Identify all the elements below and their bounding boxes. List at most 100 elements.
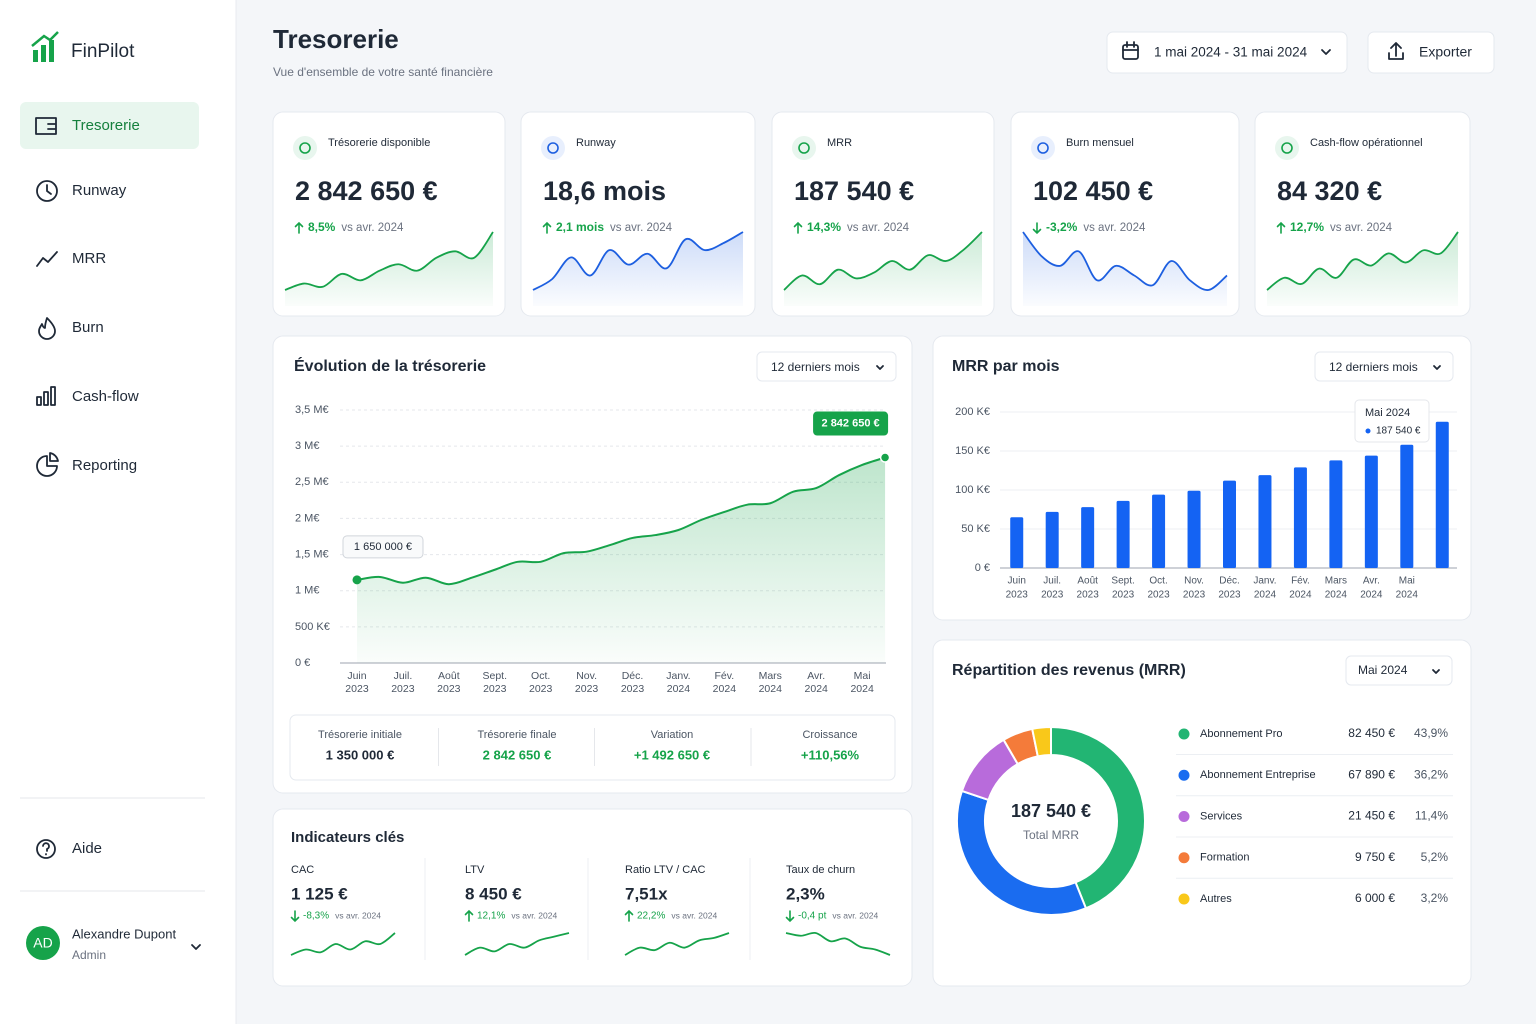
bar bbox=[1010, 517, 1024, 568]
legend-dot bbox=[1178, 893, 1190, 905]
x-tick-label: 2024 bbox=[1396, 590, 1419, 601]
indicator-label: CAC bbox=[291, 864, 314, 876]
x-tick-label: 2023 bbox=[1077, 590, 1100, 601]
x-tick-label: Avr. bbox=[807, 670, 825, 682]
page-subtitle: Vue d'ensemble de votre santé financière bbox=[273, 65, 493, 79]
indicator-change: 12,1% bbox=[477, 911, 505, 922]
period-label[interactable]: Mai 2024 bbox=[1358, 663, 1408, 677]
legend-label: Formation bbox=[1200, 852, 1250, 864]
sidebar bbox=[0, 0, 236, 1024]
kpi-icon bbox=[541, 136, 565, 160]
indicators: CAC 1 125 € -8,3% vs avr. 2024 LTV 8 450 € 12,… bbox=[290, 864, 891, 956]
indicator-value: 1 125 € bbox=[291, 884, 348, 903]
summary-value: 2 842 650 € bbox=[483, 747, 552, 762]
indicator-label: LTV bbox=[465, 864, 485, 876]
y-tick-label: 150 K€ bbox=[955, 445, 990, 457]
kpi-label: Trésorerie disponible bbox=[328, 137, 430, 149]
indicator-label: Taux de churn bbox=[786, 864, 855, 876]
tooltip-value: 187 540 € bbox=[1376, 426, 1421, 437]
indicator-compare: vs avr. 2024 bbox=[511, 910, 557, 920]
y-tick-label: 1,5 M€ bbox=[295, 548, 329, 560]
y-tick-label: 0 € bbox=[295, 657, 310, 669]
kpi-value: 84 320 € bbox=[1277, 176, 1382, 206]
annotation-box bbox=[342, 535, 424, 559]
bar bbox=[1045, 511, 1059, 568]
sparkline bbox=[785, 931, 891, 956]
bar bbox=[1116, 500, 1130, 568]
kpi-icon-glyph bbox=[1037, 142, 1049, 154]
indicator-compare: vs avr. 2024 bbox=[335, 910, 381, 920]
legend-amount: 9 750 € bbox=[1355, 850, 1395, 864]
kpi-card: MRR 187 540 € 14,3% vs avr. 2024 bbox=[771, 111, 995, 317]
bar bbox=[1152, 494, 1166, 568]
mrr-chart: 0 € 50 K€ 100 K€ 150 K€ 200 K€ Juin 2023 Juil. 2… bbox=[955, 399, 1457, 601]
sparkline bbox=[464, 932, 570, 956]
bar bbox=[1223, 480, 1236, 568]
period-label[interactable]: 12 derniers mois bbox=[1329, 360, 1418, 374]
x-tick-label: 2023 bbox=[1006, 590, 1029, 601]
kpi-icon-glyph bbox=[798, 142, 810, 154]
x-tick-label: 2023 bbox=[529, 683, 553, 695]
x-tick-label: 2024 bbox=[1325, 590, 1348, 601]
sparkline-area bbox=[1267, 232, 1458, 306]
bar bbox=[1329, 460, 1343, 568]
trend-arrow bbox=[290, 910, 300, 923]
trend-arrow bbox=[1032, 222, 1042, 235]
nav-item[interactable]: Cash-flow bbox=[72, 388, 139, 405]
indicator-value: 2,3% bbox=[786, 884, 825, 903]
trend-arrow bbox=[1276, 221, 1286, 234]
period-select[interactable] bbox=[756, 351, 897, 382]
x-tick-label: Fév. bbox=[1291, 576, 1310, 587]
period-select[interactable] bbox=[1345, 655, 1453, 686]
legend-dot bbox=[1178, 769, 1190, 781]
brand-name: FinPilot bbox=[71, 41, 135, 62]
help-link[interactable]: Aide bbox=[72, 840, 102, 857]
nav-item[interactable]: Burn bbox=[72, 319, 104, 336]
legend-label: Autres bbox=[1200, 893, 1232, 905]
x-tick-label: 2024 bbox=[713, 683, 737, 695]
x-tick-label: Mars bbox=[759, 670, 782, 682]
x-tick-label: Nov. bbox=[1184, 576, 1204, 587]
kpi-change: 2,1 mois bbox=[556, 220, 604, 234]
bar bbox=[1081, 507, 1095, 568]
nav: Tresorerie Runway MRR Burn Cash-flow Reportin… bbox=[20, 102, 199, 474]
nav-item[interactable]: Runway bbox=[72, 182, 127, 199]
legend-dot bbox=[1178, 811, 1190, 822]
x-tick-label: Janv. bbox=[1253, 576, 1276, 587]
date-picker[interactable] bbox=[1106, 31, 1348, 74]
indicator-change: -8,3% bbox=[303, 911, 329, 922]
bar bbox=[1400, 444, 1414, 568]
nav-item[interactable]: MRR bbox=[72, 250, 106, 267]
x-tick-label: Mars bbox=[1325, 576, 1347, 587]
export-label[interactable]: Exporter bbox=[1419, 44, 1472, 60]
tooltip-title: Mai 2024 bbox=[1365, 407, 1410, 419]
date-range[interactable]: 1 mai 2024 - 31 mai 2024 bbox=[1154, 45, 1308, 60]
x-tick-label: Avr. bbox=[1363, 576, 1380, 587]
y-tick-label: 2 M€ bbox=[295, 512, 319, 524]
y-tick-label: 500 K€ bbox=[295, 621, 330, 633]
kpi-compare: vs avr. 2024 bbox=[1083, 222, 1146, 234]
summary-value: 1 350 000 € bbox=[326, 747, 395, 762]
indicators-card bbox=[272, 808, 913, 987]
user-menu[interactable] bbox=[191, 944, 201, 950]
legend-label: Abonnement Pro bbox=[1200, 728, 1283, 740]
x-tick-label: Août bbox=[438, 670, 460, 682]
kpi-icon bbox=[792, 136, 816, 160]
y-tick-label: 50 K€ bbox=[961, 523, 990, 535]
legend-dot bbox=[1178, 728, 1190, 740]
x-tick-label: Mai bbox=[1399, 576, 1415, 587]
line bbox=[356, 456, 886, 586]
legend-label: Abonnement Entreprise bbox=[1200, 769, 1316, 781]
legend-dot bbox=[1178, 852, 1190, 864]
period-select[interactable] bbox=[1314, 351, 1454, 382]
summary-label: Trésorerie initiale bbox=[318, 729, 402, 741]
x-tick-label: Déc. bbox=[622, 670, 644, 682]
nav-item[interactable]: Tresorerie bbox=[72, 117, 140, 134]
donut-segment bbox=[1031, 725, 1052, 758]
nav-item[interactable]: Reporting bbox=[72, 457, 137, 474]
legend-percent: 36,2% bbox=[1414, 767, 1448, 781]
x-tick-label: Nov. bbox=[576, 670, 597, 682]
period-label[interactable]: 12 derniers mois bbox=[771, 360, 860, 374]
export-button[interactable] bbox=[1367, 31, 1495, 74]
